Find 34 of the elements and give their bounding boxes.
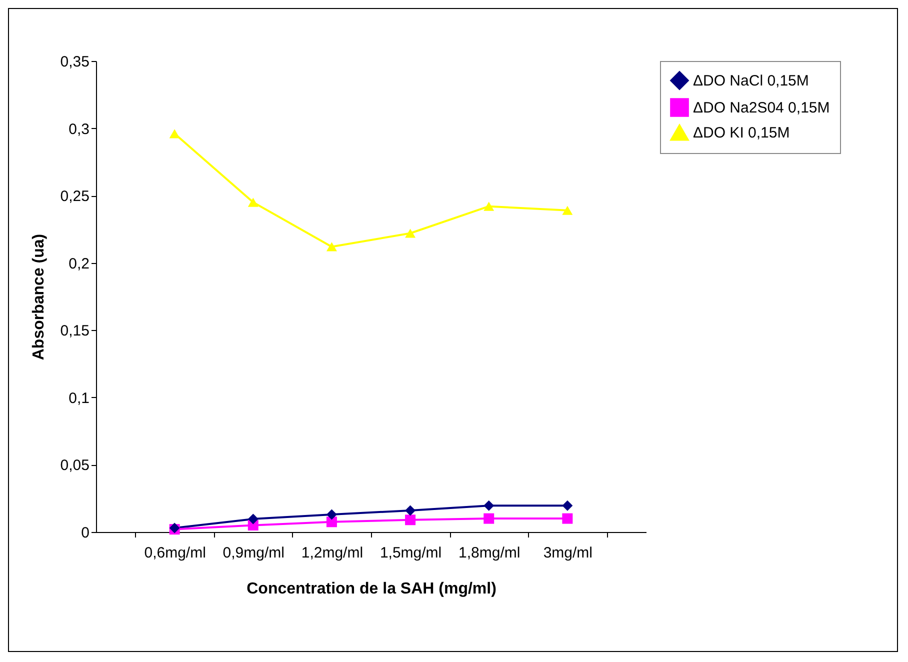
point [248,198,258,207]
x-axis-title: Concentration de la SAH (mg/ml) [246,580,496,598]
legend-label: ΔDO KI 0,15M [693,124,790,142]
y-tick-label: 0,1 [68,390,90,407]
point [562,500,573,511]
y-tick-label: 0,05 [60,457,90,474]
y-axis-title: Absorbance (ua) [30,234,48,360]
point [326,242,337,252]
x-tick-label: 3mg/ml [543,544,593,562]
x-tick-label: 1,2mg/ml [301,544,364,562]
point [562,513,573,524]
x-tick-label: 0,9mg/ml [222,544,284,562]
point [326,509,337,520]
y-tick-label: 0,2 [68,255,90,272]
y-tick-label: 0,35 [60,54,90,70]
y-tick-label: 0 [81,524,90,542]
point [405,514,416,526]
point [405,505,416,516]
x-tick-label: 1,8mg/ml [458,544,520,562]
legend-label: ΔDO NaCl 0,15M [693,72,809,90]
y-tick-label: 0,25 [60,188,90,206]
point [405,228,416,238]
point [562,206,573,215]
point [484,202,494,211]
x-tick-label: 0,6mg/ml [144,544,206,562]
point [484,500,494,511]
point [484,513,494,524]
point [326,516,337,528]
y-tick-label: 0,15 [60,322,90,340]
legend-label: ΔDO Na2S04 0,15M [693,100,830,116]
x-tick-label: 1,5mg/ml [380,544,442,562]
point [248,514,258,524]
point [169,129,180,138]
y-tick-label: 0,3 [68,120,90,138]
